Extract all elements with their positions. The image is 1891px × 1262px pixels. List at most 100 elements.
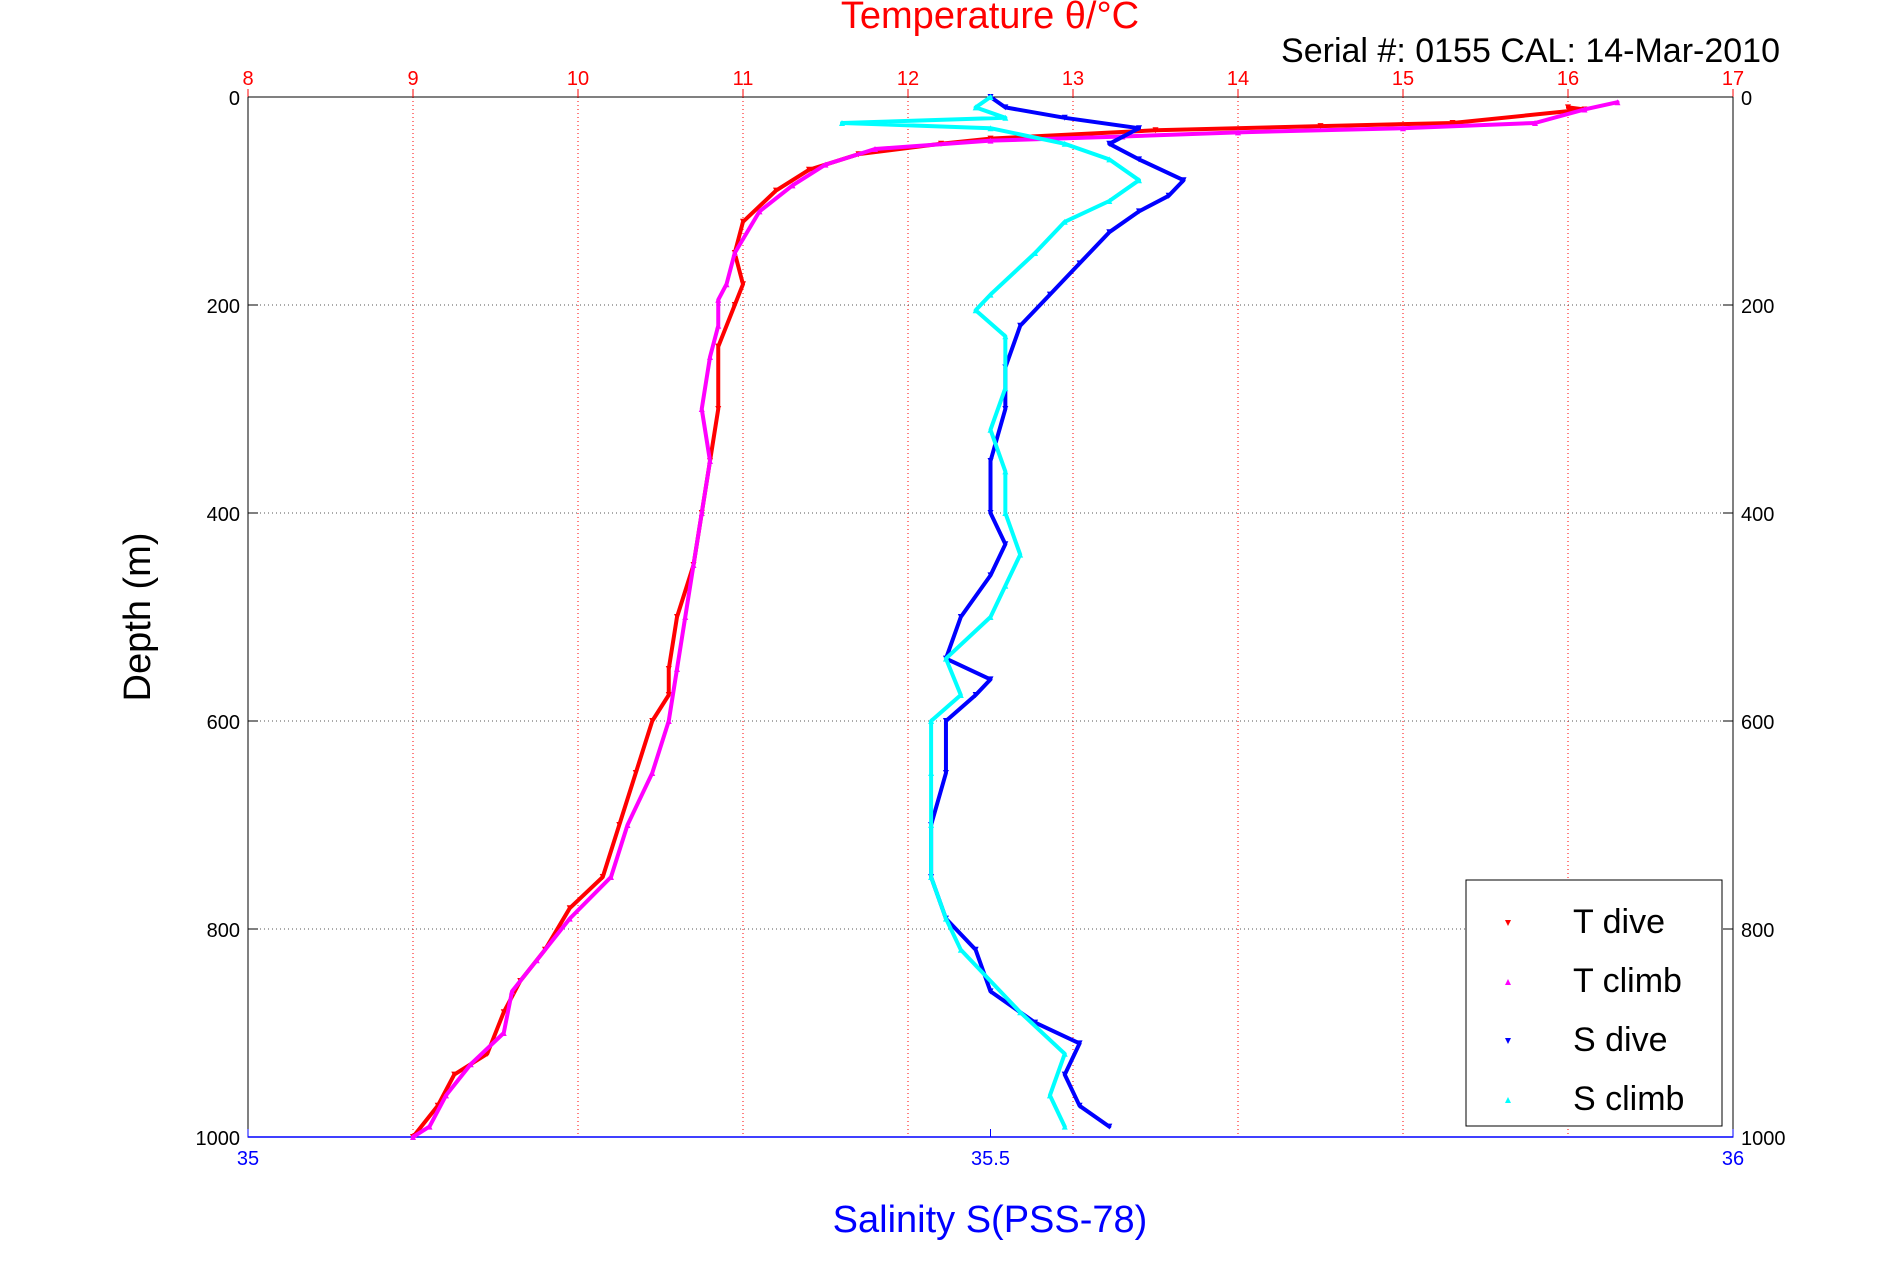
depth-tick-label-right: 200 bbox=[1741, 296, 1774, 318]
data-point bbox=[972, 946, 979, 953]
data-point bbox=[987, 676, 994, 683]
data-point bbox=[1581, 106, 1588, 113]
data-point bbox=[608, 874, 614, 880]
data-point bbox=[674, 614, 680, 620]
temperature-tick-label: 10 bbox=[567, 68, 589, 90]
data-point bbox=[928, 718, 935, 724]
data-point bbox=[1565, 104, 1571, 111]
data-point bbox=[806, 166, 812, 173]
data-point bbox=[665, 666, 672, 672]
data-point bbox=[942, 655, 949, 662]
data-point bbox=[1002, 385, 1009, 392]
data-point bbox=[1017, 551, 1024, 558]
legend-label-t-dive: T dive bbox=[1573, 903, 1665, 941]
depth-tick-label-left: 0 bbox=[229, 88, 240, 110]
data-point bbox=[723, 281, 730, 288]
depth-tick-label-left: 1000 bbox=[196, 1128, 241, 1150]
data-point bbox=[1061, 1050, 1068, 1057]
data-point bbox=[987, 458, 994, 464]
data-point bbox=[1032, 250, 1039, 256]
data-point bbox=[1532, 120, 1538, 126]
data-point bbox=[566, 915, 573, 922]
data-point bbox=[665, 718, 672, 724]
data-point bbox=[1136, 125, 1142, 132]
data-point bbox=[624, 822, 631, 828]
data-point bbox=[715, 343, 722, 350]
legend-markers bbox=[1505, 920, 1511, 1103]
temperature-tick-label: 9 bbox=[407, 68, 418, 90]
data-point bbox=[500, 1009, 507, 1016]
data-point bbox=[987, 125, 994, 132]
data-point bbox=[1076, 1040, 1083, 1047]
data-point bbox=[756, 208, 763, 215]
data-point bbox=[987, 988, 994, 995]
data-point bbox=[872, 146, 878, 152]
data-point bbox=[987, 426, 994, 433]
series-s-climb bbox=[839, 94, 1142, 1130]
data-point bbox=[1165, 192, 1172, 199]
legend-marker-t-climb bbox=[1505, 979, 1511, 985]
data-point bbox=[1106, 229, 1113, 236]
data-point bbox=[1106, 1123, 1113, 1130]
data-point bbox=[632, 770, 639, 776]
data-point bbox=[665, 692, 672, 698]
data-point bbox=[1400, 125, 1406, 132]
depth-tick-label-right: 1000 bbox=[1741, 1128, 1786, 1150]
data-point bbox=[839, 120, 845, 126]
data-point bbox=[928, 822, 935, 828]
data-point bbox=[987, 137, 994, 144]
data-point bbox=[599, 874, 606, 880]
data-point bbox=[822, 161, 829, 168]
data-point bbox=[957, 614, 964, 620]
temperature-tick-label: 8 bbox=[242, 68, 253, 90]
data-point bbox=[443, 1092, 449, 1099]
data-point bbox=[928, 770, 935, 776]
data-point bbox=[1002, 406, 1009, 412]
data-point bbox=[942, 718, 949, 724]
temperature-tick-label: 11 bbox=[733, 68, 754, 90]
legend-marker-s-dive bbox=[1505, 1038, 1511, 1044]
x-axis-label: Salinity S(PSS-78) bbox=[833, 1199, 1148, 1241]
grid-lines bbox=[248, 97, 1733, 1137]
data-point bbox=[649, 770, 656, 776]
depth-tick-label-right: 800 bbox=[1741, 920, 1774, 942]
data-point bbox=[957, 946, 964, 953]
data-point bbox=[1317, 123, 1324, 130]
data-point bbox=[715, 406, 722, 412]
data-point bbox=[1106, 198, 1113, 204]
data-point bbox=[1076, 1102, 1083, 1109]
data-point bbox=[715, 322, 722, 329]
temperature-tick-label: 16 bbox=[1557, 68, 1579, 90]
series-t-climb bbox=[410, 99, 1621, 1140]
data-point bbox=[1061, 1123, 1068, 1130]
data-point bbox=[1061, 140, 1068, 147]
salinity-tick-label: 35.5 bbox=[971, 1148, 1010, 1170]
salinity-tick-label: 35 bbox=[237, 1148, 259, 1170]
data-point bbox=[509, 988, 515, 995]
depth-tick-label-left: 800 bbox=[207, 920, 240, 942]
data-point bbox=[957, 692, 964, 698]
data-series bbox=[410, 94, 1621, 1140]
series-profile-line bbox=[411, 100, 1620, 1139]
data-point bbox=[1002, 541, 1009, 548]
data-point bbox=[500, 1030, 507, 1036]
legend-label-s-dive: S dive bbox=[1573, 1021, 1668, 1059]
data-point bbox=[690, 562, 697, 568]
data-point bbox=[1002, 104, 1009, 111]
data-point bbox=[1061, 114, 1068, 121]
data-point bbox=[987, 510, 994, 516]
data-point bbox=[649, 718, 656, 724]
data-point bbox=[467, 1061, 474, 1068]
data-point bbox=[773, 187, 779, 194]
data-point bbox=[731, 302, 738, 308]
data-point bbox=[1002, 510, 1009, 516]
depth-tick-label-left: 400 bbox=[207, 504, 240, 526]
data-point bbox=[1152, 127, 1159, 134]
data-point bbox=[1032, 1019, 1039, 1026]
data-point bbox=[972, 104, 979, 111]
data-point bbox=[674, 666, 680, 672]
data-point bbox=[715, 296, 722, 303]
data-point bbox=[1046, 291, 1053, 298]
